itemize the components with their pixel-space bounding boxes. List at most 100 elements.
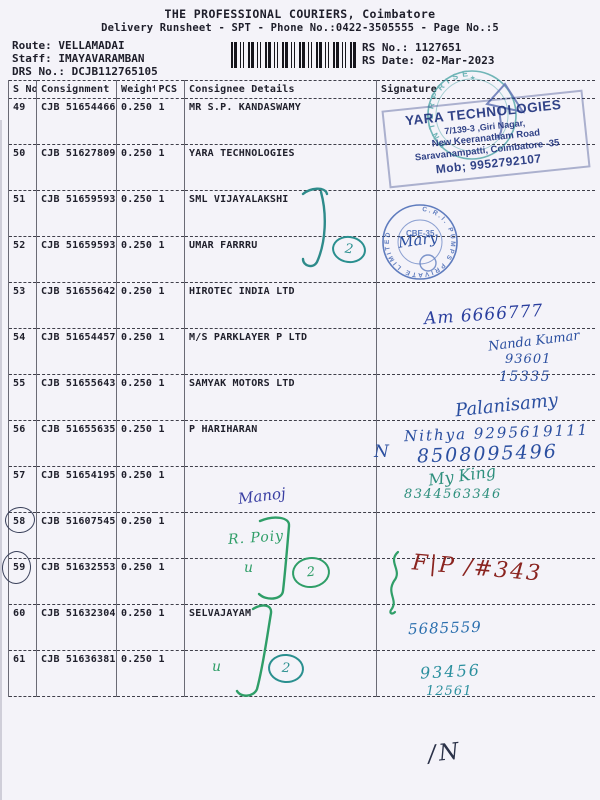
cell-sno: 59 — [8, 558, 37, 605]
cell-weight: 0.250 — [121, 424, 153, 435]
cell-consignment: CJB 516278092 — [36, 144, 117, 191]
table-row: 49 CJB 516544668 0.250 1 MR S.P. KANDASW… — [8, 98, 595, 145]
cell-consignment: CJB 516544668 — [36, 98, 117, 145]
table-row: 51 CJB 516595936 0.250 1 SML VIJAYALAKSH… — [8, 190, 595, 237]
table-row: 59 CJB 516325532 0.250 1 — [8, 558, 595, 605]
cell-weight: 0.250 — [121, 608, 153, 619]
cell-pcs: 1 — [154, 374, 185, 421]
cell-consignment: CJB 516325532 — [36, 558, 117, 605]
cell-consignee: HIROTEC INDIA LTD — [184, 282, 377, 329]
cell-consignee — [184, 558, 377, 605]
cell-consignment: CJB 516556427 — [36, 282, 117, 329]
runsheet-subtitle: Delivery Runsheet - SPT - Phone No.:0422… — [101, 22, 499, 34]
cell-consignee: UMAR FARRRU — [184, 236, 377, 283]
cell-signature — [377, 559, 595, 605]
table-row: 55 CJB 516556432 0.250 1 SAMYAK MOTORS L… — [8, 374, 595, 421]
cell-weight: 0.250 — [121, 562, 153, 573]
cell-pcs: 1 — [154, 236, 185, 283]
rs-no-line: RS No.: 1127651 — [362, 41, 462, 54]
cell-signature — [377, 375, 595, 421]
cell-sno: 57 — [8, 466, 37, 513]
cell-weight: 0.250 — [121, 102, 153, 113]
cell-weight: 0.250 — [121, 194, 153, 205]
cell-consignment: CJB 516544575 — [36, 328, 117, 375]
cell-sno: 49 — [8, 98, 37, 145]
cell-signature — [377, 329, 595, 375]
scan-edge-shadow — [0, 120, 2, 800]
table-row: 52 CJB 516595935 0.250 1 UMAR FARRRU — [8, 236, 595, 283]
cell-signature — [377, 605, 595, 651]
cell-sno: 50 — [8, 144, 37, 191]
cell-weight: 0.250 — [121, 286, 153, 297]
cell-consignee: SML VIJAYALAKSHI — [184, 190, 377, 237]
cell-sno: 56 — [8, 420, 37, 467]
cell-consignee: SAMYAK MOTORS LTD — [184, 374, 377, 421]
cell-consignee: MR S.P. KANDASWAMY — [184, 98, 377, 145]
table-row: 50 CJB 516278092 0.250 1 YARA TECHNOLOGI… — [8, 144, 595, 191]
cell-sno: 52 — [8, 236, 37, 283]
handwritten-footer-mark: /N — [426, 738, 464, 768]
col-weight: Weight — [121, 84, 155, 95]
cell-consignee — [184, 650, 377, 697]
cell-sno: 60 — [8, 604, 37, 651]
table-row: 58 CJB 516075454 0.250 1 — [8, 512, 595, 559]
cell-weight: 0.250 — [121, 148, 153, 159]
cell-sno: 61 — [8, 650, 37, 697]
cell-consignment: CJB 516363814 — [36, 650, 117, 697]
rs-block: RS No.: 1127651 RS Date: 02-Mar-2023 — [362, 41, 494, 67]
table-row: 61 CJB 516363814 0.250 1 — [8, 650, 595, 697]
col-consignee: Consignee Details — [184, 80, 377, 99]
cell-pcs: 1 — [154, 144, 185, 191]
table-header: S No Consignment No Weight PCS Consignee… — [8, 80, 595, 99]
cell-pcs: 1 — [154, 420, 185, 467]
cell-signature — [377, 421, 595, 467]
cell-pcs: 1 — [154, 558, 185, 605]
cell-consignee: P HARIHARAN — [184, 420, 377, 467]
cell-consignee: SELVAJAYAM — [184, 604, 377, 651]
cell-weight: 0.250 — [121, 516, 153, 527]
cell-signature — [377, 191, 595, 237]
col-sno: S No — [8, 80, 37, 99]
table-row: 57 CJB 516541950 0.250 1 — [8, 466, 595, 513]
cell-sno: 53 — [8, 282, 37, 329]
runsheet-rows: 49 CJB 516544668 0.250 1 MR S.P. KANDASW… — [8, 98, 595, 697]
barcode — [231, 42, 356, 68]
cell-sno: 55 — [8, 374, 37, 421]
cell-sno: 54 — [8, 328, 37, 375]
table-row: 60 CJB 516323044 0.250 1 SELVAJAYAM — [8, 604, 595, 651]
route-line: Route: VELLAMADAI — [12, 39, 125, 52]
cell-consignment: CJB 516323044 — [36, 604, 117, 651]
cell-signature — [377, 513, 595, 559]
route-staff-block: Route: VELLAMADAI Staff: IMAYAVARAMBAN D… — [12, 39, 158, 78]
cell-consignee — [184, 466, 377, 513]
cell-consignee: M/S PARKLAYER P LTD — [184, 328, 377, 375]
cell-pcs: 1 — [154, 512, 185, 559]
cell-consignment: CJB 516075454 — [36, 512, 117, 559]
cell-weight: 0.250 — [121, 332, 153, 343]
cell-pcs: 1 — [154, 466, 185, 513]
cell-pcs: 1 — [154, 190, 185, 237]
cell-weight: 0.250 — [121, 470, 153, 481]
cell-signature — [377, 467, 595, 513]
cell-pcs: 1 — [154, 328, 185, 375]
cell-consignee — [184, 512, 377, 559]
table-row: 54 CJB 516544575 0.250 1 M/S PARKLAYER P… — [8, 328, 595, 375]
table-row: 53 CJB 516556427 0.250 1 HIROTEC INDIA L… — [8, 282, 595, 329]
cell-consignment: CJB 516556432 — [36, 374, 117, 421]
cell-pcs: 1 — [154, 98, 185, 145]
drs-line: DRS No.: DCJB112765105 — [12, 65, 158, 78]
cell-consignment: CJB 516595935 — [36, 236, 117, 283]
cell-pcs: 1 — [154, 650, 185, 697]
cell-consignment: CJB 516541950 — [36, 466, 117, 513]
col-pcs: PCS — [154, 80, 185, 99]
cell-sno: 51 — [8, 190, 37, 237]
rs-date-line: RS Date: 02-Mar-2023 — [362, 54, 495, 67]
staff-line: Staff: IMAYAVARAMBAN — [12, 52, 145, 65]
cell-signature — [377, 283, 595, 329]
cell-consignment: CJB 516595936 — [36, 190, 117, 237]
col-signature: Signature — [381, 84, 437, 95]
cell-sno: 58 — [8, 512, 37, 559]
cell-weight: 0.250 — [121, 240, 153, 251]
cell-pcs: 1 — [154, 604, 185, 651]
